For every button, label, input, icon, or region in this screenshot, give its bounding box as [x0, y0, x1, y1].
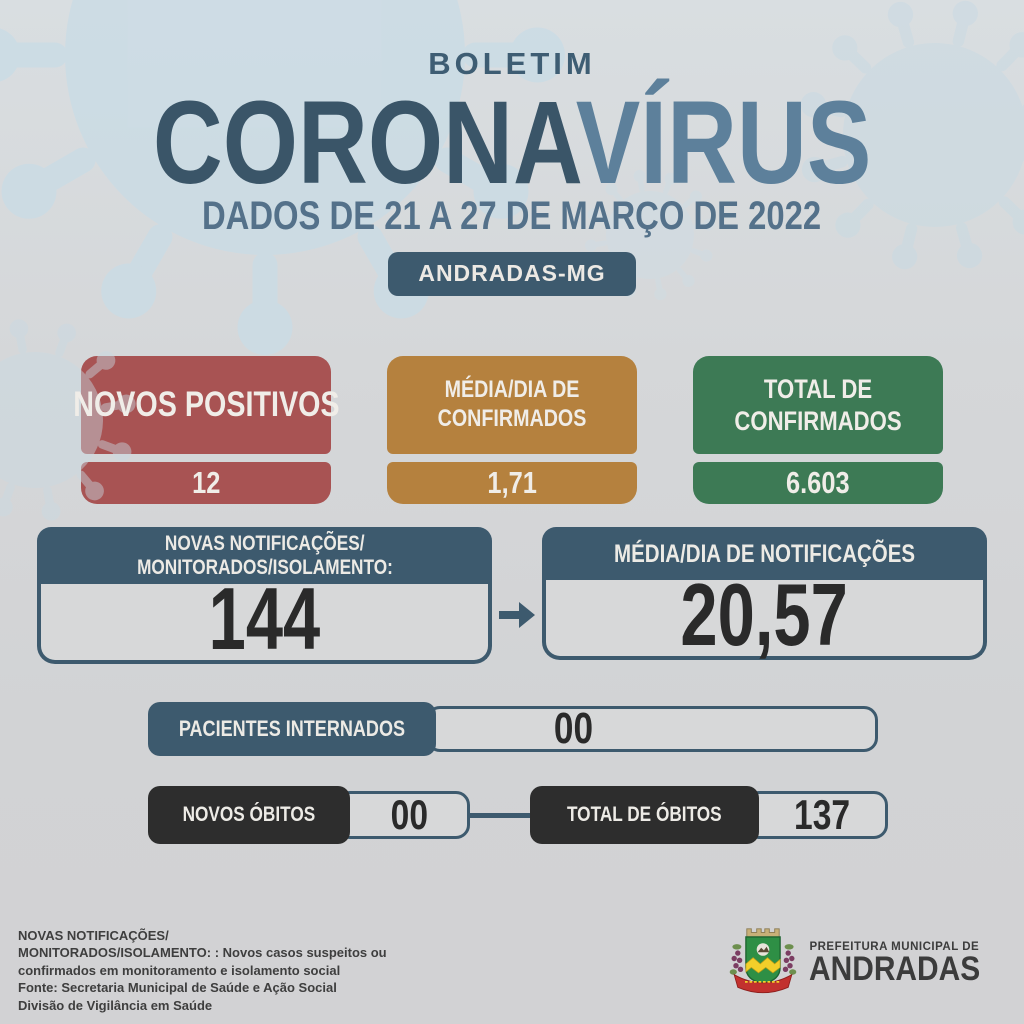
- panel-average-notifications: MÉDIA/DIA DE NOTIFICAÇÕES 20,57: [542, 527, 987, 660]
- card-new-positives: NOVOS POSITIVOS 12: [73, 356, 339, 504]
- footer-note-line: Divisão de Vigilância em Saúde: [18, 997, 213, 1013]
- logo-line-1: PREFEITURA MUNICIPAL DE: [809, 940, 980, 953]
- panel-new-notifications: NOVAS NOTIFICAÇÕES/ MONITORADOS/ISOLAMEN…: [37, 527, 492, 665]
- right-arrow-icon: [492, 599, 542, 631]
- date-range-subtitle: DADOS DE 21 A 27 DE MARÇO DE 2022: [202, 194, 822, 238]
- deaths-row: NOVOS ÓBITOS 00 TOTAL DE ÓBITOS 137: [148, 786, 888, 845]
- panel-new-notifications-value: 144: [37, 575, 492, 665]
- city-hall-logo-text: PREFEITURA MUNICIPAL DE ANDRADAS: [809, 940, 1004, 988]
- total-deaths-value-pill: 137: [744, 791, 888, 840]
- connector-line: [466, 812, 535, 818]
- panel-average-notifications-label: MÉDIA/DIA DE NOTIFICAÇÕES: [542, 527, 987, 580]
- card-total-confirmed-value: 6.603: [693, 462, 943, 504]
- page-title: CORONAVÍRUS: [0, 84, 1024, 202]
- footer-note-line: confirmados em monitoramento e isolament…: [18, 962, 341, 978]
- hospitalized-value-pill: 00: [426, 706, 878, 753]
- andradas-coat-of-arms-icon: [730, 928, 797, 994]
- city-hall-logo: PREFEITURA MUNICIPAL DE ANDRADAS: [727, 922, 1004, 1004]
- footer-note-line: Fonte: Secretaria Municipal de Saúde e A…: [18, 980, 337, 995]
- panel-average-notifications-value: 20,57: [542, 571, 987, 660]
- location-badge: ANDRADAS-MG: [388, 252, 636, 296]
- card-total-confirmed: TOTAL DE CONFIRMADOS 6.603: [693, 356, 943, 504]
- new-deaths-value-pill: 00: [335, 791, 471, 840]
- footer-note-line: NOVAS NOTIFICAÇÕES/: [18, 927, 169, 943]
- card-new-positives-label: NOVOS POSITIVOS: [73, 356, 339, 454]
- card-new-positives-value: 12: [81, 462, 331, 504]
- header: BOLETIM CORONAVÍRUS DADOS DE 21 A 27 DE …: [0, 0, 1024, 296]
- hospitalized-row: 00 PACIENTES INTERNADOS: [148, 702, 878, 757]
- notification-panels-row: NOVAS NOTIFICAÇÕES/ MONITORADOS/ISOLAMEN…: [0, 527, 1024, 665]
- total-deaths-label-badge: TOTAL DE ÓBITOS: [530, 786, 759, 845]
- title-part-light: VÍRUS: [575, 77, 872, 209]
- bulletin-kicker: BOLETIM: [428, 46, 596, 81]
- stat-cards-row: NOVOS POSITIVOS 12 MÉDIA/DIA DE CONFIRMA…: [0, 356, 1024, 504]
- card-daily-average-confirmed-label: MÉDIA/DIA DE CONFIRMADOS: [387, 356, 637, 454]
- new-deaths-label-badge: NOVOS ÓBITOS: [148, 786, 350, 845]
- logo-line-2: ANDRADAS: [809, 949, 981, 988]
- card-daily-average-confirmed: MÉDIA/DIA DE CONFIRMADOS 1,71: [387, 356, 637, 504]
- hospitalized-label-badge: PACIENTES INTERNADOS: [148, 702, 436, 757]
- card-total-confirmed-label: TOTAL DE CONFIRMADOS: [693, 356, 943, 454]
- footer-note-line: MONITORADOS/ISOLAMENTO: : Novos casos su…: [18, 945, 387, 960]
- footer-source-notes: NOVAS NOTIFICAÇÕES/ MONITORADOS/ISOLAMEN…: [18, 927, 387, 1015]
- title-part-dark: CORONA: [152, 77, 576, 209]
- card-daily-average-confirmed-value: 1,71: [387, 462, 637, 504]
